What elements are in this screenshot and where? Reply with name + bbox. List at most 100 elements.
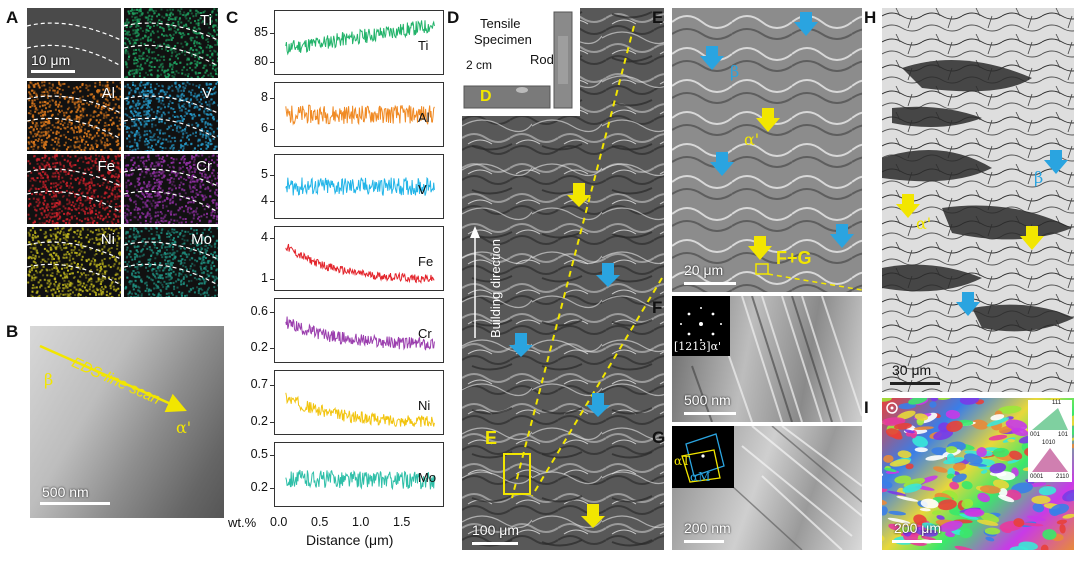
inset-scale-label: 2 cm <box>466 58 493 72</box>
line-profile-cr <box>274 298 444 363</box>
y-tick-mark <box>270 129 274 131</box>
eds-map-tile: Al <box>27 81 121 151</box>
y-tick: 1 <box>261 271 268 286</box>
panel-letter-a: A <box>6 8 19 27</box>
scale-label-d: 100 μm <box>472 522 519 538</box>
y-tick: 0.6 <box>250 303 268 318</box>
panel-e-sem-image: β α' F+G 20 μm <box>672 8 862 292</box>
panel-b-tem-image: EDS-line scan β α' 500 nm <box>30 326 224 518</box>
eds-element-label: Ti <box>200 12 212 29</box>
y-tick-mark <box>270 347 274 349</box>
scale-bar-f <box>684 412 736 415</box>
eds-map-tile: Cr <box>124 154 218 224</box>
panel-letter-d: D <box>447 8 460 27</box>
panel-letter-c: C <box>226 8 239 27</box>
alpha-label-h: α' <box>916 214 932 233</box>
scale-label-a: 10 μm <box>31 52 71 68</box>
y-tick-mark <box>270 455 274 457</box>
scale-bar-i <box>892 540 942 543</box>
panel-letter-f: F <box>652 298 663 317</box>
blue-arrow <box>596 263 620 287</box>
eds-element-label: V <box>201 85 212 102</box>
y-tick: 6 <box>261 121 268 136</box>
series-name-al: Al <box>418 110 430 125</box>
y-tick: 0.2 <box>250 413 268 428</box>
zone-axis-label: [1213]α' <box>674 340 722 353</box>
series-name-ti: Ti <box>418 38 429 53</box>
panel-letter-g: G <box>652 428 666 447</box>
scale-bar-a <box>31 70 75 73</box>
y-tick: 4 <box>261 230 268 245</box>
y-tick-mark <box>270 201 274 203</box>
y-tick: 0.7 <box>250 376 268 391</box>
y-tick: 8 <box>261 89 268 104</box>
inset-letter-d: D <box>480 88 492 105</box>
scale-bar-g <box>684 540 724 543</box>
fg-label: F+G <box>776 248 812 268</box>
eds-map-tile: Ni <box>27 227 121 297</box>
series-name-fe: Fe <box>418 254 434 269</box>
eds-element-label: Fe <box>97 158 115 175</box>
y-tick: 80 <box>254 53 268 68</box>
legend-label: 2110 <box>1056 474 1069 480</box>
y-tick: 5 <box>261 167 268 181</box>
line-profile-ti <box>274 10 444 75</box>
yellow-arrow <box>581 504 605 528</box>
x-tick: 1.5 <box>393 515 411 529</box>
legend-label: 0001 <box>1030 474 1044 480</box>
series-name-ni: Ni <box>418 398 431 413</box>
legend-label: 101 <box>1058 432 1069 438</box>
beta-label-h: β <box>1034 168 1044 187</box>
scale-label-f: 500 nm <box>684 392 731 408</box>
line-profile-mo <box>274 442 444 507</box>
series-line-v <box>285 176 435 196</box>
beta-label-e: β <box>730 62 740 81</box>
eds-element-label: Mo <box>191 231 212 248</box>
panel-letter-h: H <box>864 8 877 27</box>
line-profile-fe <box>274 226 444 291</box>
ipf-legend: 111 001 101 1010 0001 2110 <box>1028 400 1072 482</box>
scale-label-b: 500 nm <box>42 484 89 500</box>
x-tick: 1.0 <box>352 515 370 529</box>
series-line-ni <box>285 392 435 427</box>
scale-label-i: 200 μm <box>894 520 941 536</box>
beta-label-b: β <box>44 370 54 389</box>
eds-element-label: Cr <box>196 158 212 175</box>
scale-bar-h <box>890 382 940 385</box>
series-line-fe <box>285 243 435 285</box>
y-tick-mark <box>270 61 274 63</box>
panel-letter-i: I <box>864 398 869 417</box>
y-tick-mark <box>270 175 274 176</box>
x-tick: 0.0 <box>270 515 288 529</box>
legend-label: 1010 <box>1042 440 1056 446</box>
scan-line-arrow <box>39 344 187 413</box>
eds-map-tile: V <box>124 81 218 151</box>
series-name-v: V <box>418 182 427 197</box>
series-line-mo <box>285 469 435 491</box>
blue-arrow <box>509 333 533 357</box>
y-tick-mark <box>270 279 274 281</box>
panel-letter-b: B <box>6 322 19 341</box>
y-tick: 85 <box>254 24 268 39</box>
region-e-label: E <box>485 428 498 448</box>
specimen-label-2: Specimen <box>474 32 532 47</box>
y-tick: 0.2 <box>250 339 268 354</box>
line-profile-al <box>274 82 444 147</box>
y-tick-mark <box>270 97 274 99</box>
scale-bar-e <box>684 282 736 285</box>
alpha-label-b: α' <box>176 418 192 437</box>
scale-label-g: 200 nm <box>684 520 731 536</box>
panel-f-tem-image: [1213]α' 500 nm <box>672 296 862 422</box>
eds-map-tile: Fe <box>27 154 121 224</box>
alpha-t-label: αT <box>674 454 691 468</box>
yellow-arrow <box>567 183 591 207</box>
y-tick: 0.5 <box>250 447 268 462</box>
panel-i-ebsd-map: 111 001 101 1010 0001 2110 200 μm <box>882 398 1074 550</box>
x-tick: 0.5 <box>311 515 329 529</box>
legend-label: 111 <box>1052 400 1062 406</box>
normal-direction-icon <box>886 402 898 414</box>
eds-map-tile: 10 μm <box>27 8 121 78</box>
specimen-label-1: Tensile <box>480 16 521 31</box>
legend-label: 001 <box>1030 432 1041 438</box>
y-unit-label: wt.% <box>228 515 257 530</box>
